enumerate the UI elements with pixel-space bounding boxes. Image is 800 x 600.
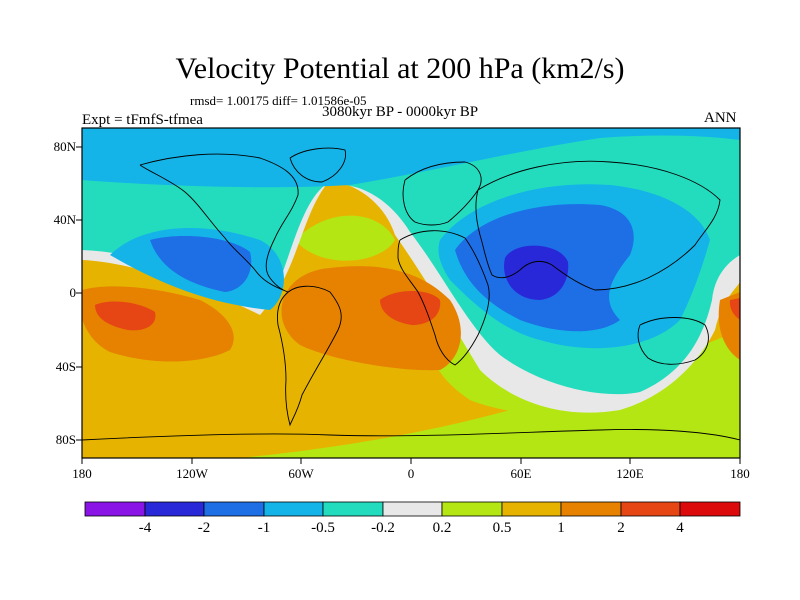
lon-tick-label: 0 [407, 466, 415, 481]
colorbar-swatch [441, 501, 503, 517]
fill-c3 [82, 128, 740, 188]
lat-tick-label: 40N [53, 212, 76, 227]
fill-c6 [240, 330, 740, 458]
contour-field [82, 128, 740, 458]
fill-c1 [504, 245, 569, 300]
map-title: Velocity Potential at 200 hPa (km2/s) [175, 52, 625, 85]
season-label: ANN [704, 110, 737, 126]
coast-africa [397, 230, 490, 366]
lon-tick-label: 120W [176, 466, 208, 481]
fill-c9 [729, 298, 740, 320]
colorbar-swatch [84, 501, 146, 517]
colorbar-label: -2 [197, 520, 211, 536]
lat-tick-label: 80S [55, 432, 76, 447]
coast-north-america [139, 153, 299, 293]
coast-south-america [277, 285, 342, 427]
colorbar-label: 0.2 [432, 520, 452, 536]
lon-tick-label: 120E [616, 466, 644, 481]
fill-c2 [150, 236, 252, 292]
fill-c9 [95, 301, 156, 331]
colorbar-label: 4 [676, 520, 684, 536]
colorbar-label: -0.5 [311, 520, 335, 536]
coast-australia [637, 317, 709, 365]
period-label: 3080kyr BP - 0000kyr BP [322, 104, 479, 120]
colorbar-swatch [144, 501, 205, 517]
experiment-label: Expt = tFmfS-tfmea [82, 112, 203, 128]
colorbar-swatch [620, 501, 681, 517]
lat-tick-label: 80N [53, 139, 76, 154]
coastlines [82, 147, 740, 441]
colorbar-label: -4 [138, 520, 152, 536]
lat-tick-label: 40S [55, 359, 76, 374]
coast-greenland [289, 147, 346, 183]
lon-tick-label: 180 [72, 466, 92, 481]
axis-ticks [76, 146, 741, 464]
colorbar-swatch [203, 501, 265, 517]
colorbar-label: 2 [617, 520, 625, 536]
coast-europe [402, 161, 482, 226]
lon-tick-label: 60W [288, 466, 314, 481]
coast-asia [475, 160, 721, 291]
fill-c6 [295, 215, 395, 261]
coast-antarctica [82, 429, 740, 441]
lon-tick-label: 180 [730, 466, 750, 481]
colorbar-label: -1 [257, 520, 271, 536]
fill-c9 [380, 291, 441, 325]
lat-tick-label: 0 [69, 285, 77, 300]
colorbar-swatch [322, 501, 384, 517]
colorbar-swatch [263, 501, 324, 517]
stats-label: rmsd= 1.00175 diff= 1.01586e-05 [190, 93, 367, 108]
colorbar-swatch [560, 501, 622, 517]
colorbar-label: 0.5 [492, 520, 512, 536]
colorbar-swatch [382, 501, 443, 517]
colorbar [84, 501, 741, 517]
colorbar-label: 1 [557, 520, 565, 536]
colorbar-label: -0.2 [371, 520, 395, 536]
lon-tick-label: 60E [510, 466, 532, 481]
colorbar-swatch [679, 501, 741, 517]
colorbar-swatch [501, 501, 562, 517]
